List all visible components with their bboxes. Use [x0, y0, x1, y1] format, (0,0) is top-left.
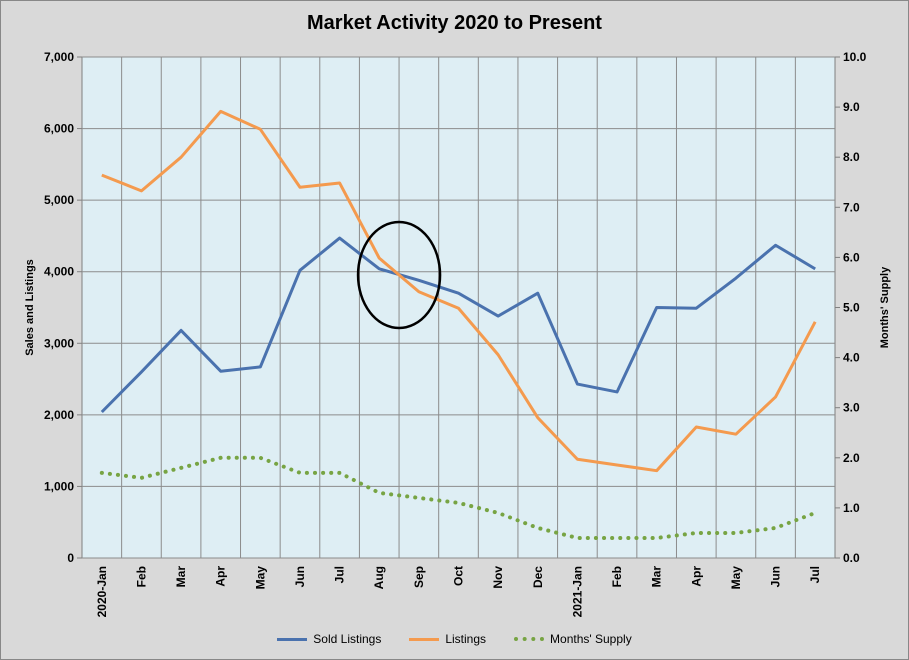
x-tick-label: May — [253, 566, 267, 590]
y2-tick-label: 1.0 — [843, 501, 860, 515]
x-tick-label: Apr — [689, 566, 703, 587]
legend-swatch — [409, 637, 440, 641]
x-tick-label: Oct — [452, 566, 466, 586]
legend-label: Months' Supply — [550, 632, 632, 646]
x-tick-label: Apr — [214, 566, 228, 587]
legend-swatch — [277, 637, 308, 641]
x-tick-label: Sep — [412, 566, 426, 588]
annotation-ellipse — [356, 220, 442, 330]
y2-tick-label: 2.0 — [843, 451, 860, 465]
y-tick-label: 0 — [67, 551, 74, 565]
y2-axis-label: Months' Supply — [879, 266, 891, 348]
legend-label: Listings — [445, 632, 487, 646]
x-tick-label: Jul — [333, 566, 347, 583]
chart-title: Market Activity 2020 to Present — [307, 12, 602, 34]
y-tick-label: 2,000 — [44, 408, 74, 422]
x-tick-label: Jun — [293, 566, 307, 587]
legend-item: Sold Listings — [277, 632, 381, 646]
x-tick-label: Feb — [610, 566, 624, 587]
x-tick-label: Aug — [372, 566, 386, 589]
legend-item: Listings — [409, 632, 486, 646]
x-tick-label: Mar — [174, 566, 188, 588]
legend-item: Months' Supply — [514, 632, 632, 646]
y2-tick-label: 8.0 — [843, 150, 860, 164]
x-tick-label: Jul — [808, 566, 822, 583]
y-axis-label: Sales and Listings — [24, 259, 36, 356]
y-tick-label: 7,000 — [44, 50, 74, 64]
y2-tick-label: 5.0 — [843, 301, 860, 315]
y2-tick-label: 0.0 — [843, 551, 860, 565]
legend-label: Sold Listings — [313, 632, 382, 646]
y-tick-label: 3,000 — [44, 336, 74, 350]
y2-tick-label: 7.0 — [843, 200, 860, 214]
x-tick-label: Nov — [491, 566, 505, 589]
y-tick-label: 1,000 — [44, 479, 74, 493]
legend-swatch — [514, 637, 545, 641]
x-tick-label: Mar — [650, 566, 664, 588]
y-tick-label: 5,000 — [44, 193, 74, 207]
y-tick-label: 6,000 — [44, 122, 74, 136]
legend: Sold Listings Listings Months' Supply — [0, 632, 909, 646]
x-tick-label: 2021-Jan — [570, 566, 584, 617]
x-tick-label: Dec — [531, 566, 545, 588]
x-tick-label: May — [729, 566, 743, 590]
y2-tick-label: 3.0 — [843, 401, 860, 415]
y2-tick-label: 10.0 — [843, 50, 867, 64]
y-tick-label: 4,000 — [44, 265, 74, 279]
y2-tick-label: 4.0 — [843, 351, 860, 365]
x-tick-label: 2020-Jan — [95, 566, 109, 617]
y2-tick-label: 9.0 — [843, 100, 860, 114]
y2-tick-label: 6.0 — [843, 250, 860, 264]
x-tick-label: Feb — [134, 566, 148, 587]
x-tick-label: Jun — [769, 566, 783, 587]
